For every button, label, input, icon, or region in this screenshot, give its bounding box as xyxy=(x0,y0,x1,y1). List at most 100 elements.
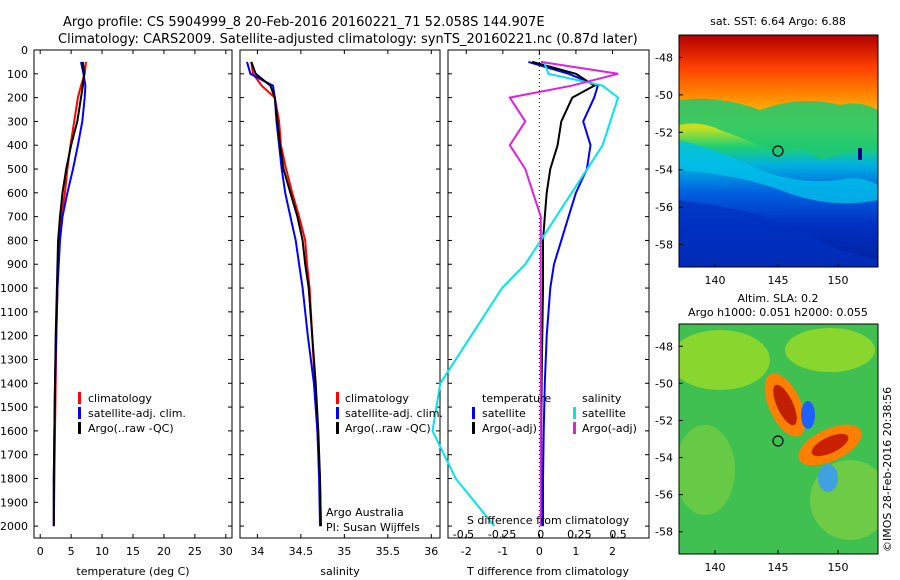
depth-tick-label: 900 xyxy=(7,258,28,271)
difference-plot: -2 -1 0 1 2 -0.5 -0.25 0 0.25 0.5 xyxy=(431,50,627,558)
salinity-xlabel: salinity xyxy=(320,565,360,578)
lat-tick-label: -52 xyxy=(655,126,673,139)
x-tick-label: 25 xyxy=(188,545,202,558)
lat-tick-label: -52 xyxy=(655,414,673,427)
sst-map-axes: -48 -50 -52 -54 -56 -58 140 145 150 xyxy=(655,51,848,287)
series-argo xyxy=(250,61,322,527)
x-tick-label: 35 xyxy=(337,545,351,558)
legend-swatch-satellite-t xyxy=(472,407,475,419)
sla-argo-location-marker xyxy=(772,435,784,447)
s-diff-tick-label: 0 xyxy=(537,528,544,541)
lat-tick-label: -54 xyxy=(655,452,673,465)
x-tick-label: 10 xyxy=(95,545,109,558)
lat-tick-label: -50 xyxy=(655,89,673,102)
series-satellite xyxy=(528,60,600,527)
lon-tick-label: 150 xyxy=(828,274,849,287)
salinity-panel xyxy=(239,49,441,539)
sla-map-title-2: Argo h1000: 0.051 h2000: 0.055 xyxy=(688,306,868,319)
s-difference-xlabel: S difference from climatology xyxy=(467,514,630,527)
difference-legend: temperature salinity satellite Argo(-adj… xyxy=(472,392,637,435)
legend-swatch-argo-t xyxy=(472,422,475,434)
lat-tick-label: -56 xyxy=(655,489,673,502)
series-climatology xyxy=(250,61,322,527)
legend-swatch-argo xyxy=(336,422,339,434)
temperature-plot: 0 5 10 15 20 25 30 xyxy=(37,50,233,558)
depth-tick-label: 2000 xyxy=(0,520,28,533)
depth-tick-label: 1000 xyxy=(0,282,28,295)
lat-tick-label: -56 xyxy=(655,201,673,214)
x-tick-label: 34 xyxy=(250,545,264,558)
annotation-argo-australia: Argo Australia xyxy=(326,506,404,519)
depth-tick-label: 200 xyxy=(7,92,28,105)
x-tick-label: 35.5 xyxy=(376,545,401,558)
legend-title-temperature: temperature xyxy=(482,392,551,405)
sla-map-axes: -48 -50 -52 -54 -56 -58 140 145 150 xyxy=(655,340,848,574)
t-difference-xlabel: T difference from climatology xyxy=(466,565,629,578)
depth-tick-label: 1300 xyxy=(0,353,28,366)
imos-credit: ©IMOS 28-Feb-2016 20:38:56 xyxy=(881,387,894,552)
salinity-plot: 34 34.5 35 35.5 36 xyxy=(246,50,438,558)
depth-tick-label: 800 xyxy=(7,234,28,247)
legend-label: satellite xyxy=(582,407,626,420)
temperature-legend: climatology satellite-adj. clim. Argo(..… xyxy=(78,392,186,435)
lat-tick-label: -54 xyxy=(655,164,673,177)
legend-title-salinity: salinity xyxy=(582,392,622,405)
x-tick-label: 1 xyxy=(572,545,579,558)
lon-tick-label: 145 xyxy=(768,561,789,574)
s-diff-tick-label: 0.5 xyxy=(609,528,627,541)
temperature-xlabel: temperature (deg C) xyxy=(76,565,189,578)
lon-tick-label: 145 xyxy=(768,274,789,287)
x-tick-label: 36 xyxy=(424,545,438,558)
lat-tick-label: -58 xyxy=(655,239,673,252)
x-tick-label: 30 xyxy=(219,545,233,558)
x-tick-label: 2 xyxy=(609,545,616,558)
s-diff-tick-label: -0.5 xyxy=(453,528,474,541)
legend-label: Argo(-adj) xyxy=(582,422,637,435)
depth-tick-label: 0 xyxy=(21,44,28,57)
s-diff-tick-label: -0.25 xyxy=(488,528,516,541)
series-sat_salinity xyxy=(431,61,620,527)
x-tick-label: -1 xyxy=(497,545,508,558)
sst-map xyxy=(679,35,878,267)
annotation-pi: PI: Susan Wijffels xyxy=(326,521,420,534)
x-tick-label: 0 xyxy=(536,545,543,558)
lon-tick-label: 150 xyxy=(828,561,849,574)
x-tick-label: -2 xyxy=(461,545,472,558)
legend-swatch-satellite-s xyxy=(573,407,576,419)
depth-tick-label: 1100 xyxy=(0,306,28,319)
depth-tick-label: 1500 xyxy=(0,401,28,414)
depth-tick-label: 700 xyxy=(7,211,28,224)
series-satellite xyxy=(52,61,87,527)
legend-label: climatology xyxy=(345,392,409,405)
x-tick-label: 34.5 xyxy=(289,545,314,558)
salinity-legend: climatology satellite-adj. clim. Argo(..… xyxy=(326,392,443,534)
legend-label: Argo(..raw -QC) xyxy=(345,422,431,435)
legend-swatch-climatology xyxy=(78,392,81,404)
series-argo xyxy=(52,61,86,527)
depth-tick-label: 100 xyxy=(7,68,28,81)
legend-label: satellite-adj. clim. xyxy=(345,407,443,420)
depth-tick-label: 1400 xyxy=(0,377,28,390)
legend-label: satellite-adj. clim. xyxy=(88,407,186,420)
lat-tick-label: -48 xyxy=(655,340,673,353)
legend-swatch-argo-s xyxy=(573,422,576,434)
lon-tick-label: 140 xyxy=(705,561,726,574)
lat-tick-label: -50 xyxy=(655,377,673,390)
legend-swatch-argo xyxy=(78,422,81,434)
x-tick-label: 5 xyxy=(68,545,75,558)
legend-label: satellite xyxy=(482,407,526,420)
sla-map xyxy=(679,324,878,554)
depth-axis: 0 100 200 300 400 500 600 700 800 900 1000 1100 1200… xyxy=(0,44,649,533)
x-tick-label: 0 xyxy=(37,545,44,558)
legend-label: Argo(..raw -QC) xyxy=(88,422,174,435)
depth-tick-label: 600 xyxy=(7,187,28,200)
header-line-2: Climatology: CARS2009. Satellite-adjuste… xyxy=(58,32,638,47)
legend-swatch-climatology xyxy=(336,392,339,404)
legend-label: Argo(-adj) xyxy=(482,422,537,435)
x-tick-label: 20 xyxy=(157,545,171,558)
lat-tick-label: -48 xyxy=(655,51,673,64)
sst-map-title: sat. SST: 6.64 Argo: 6.88 xyxy=(710,15,846,28)
legend-swatch-satellite xyxy=(78,407,81,419)
depth-tick-label: 1600 xyxy=(0,425,28,438)
